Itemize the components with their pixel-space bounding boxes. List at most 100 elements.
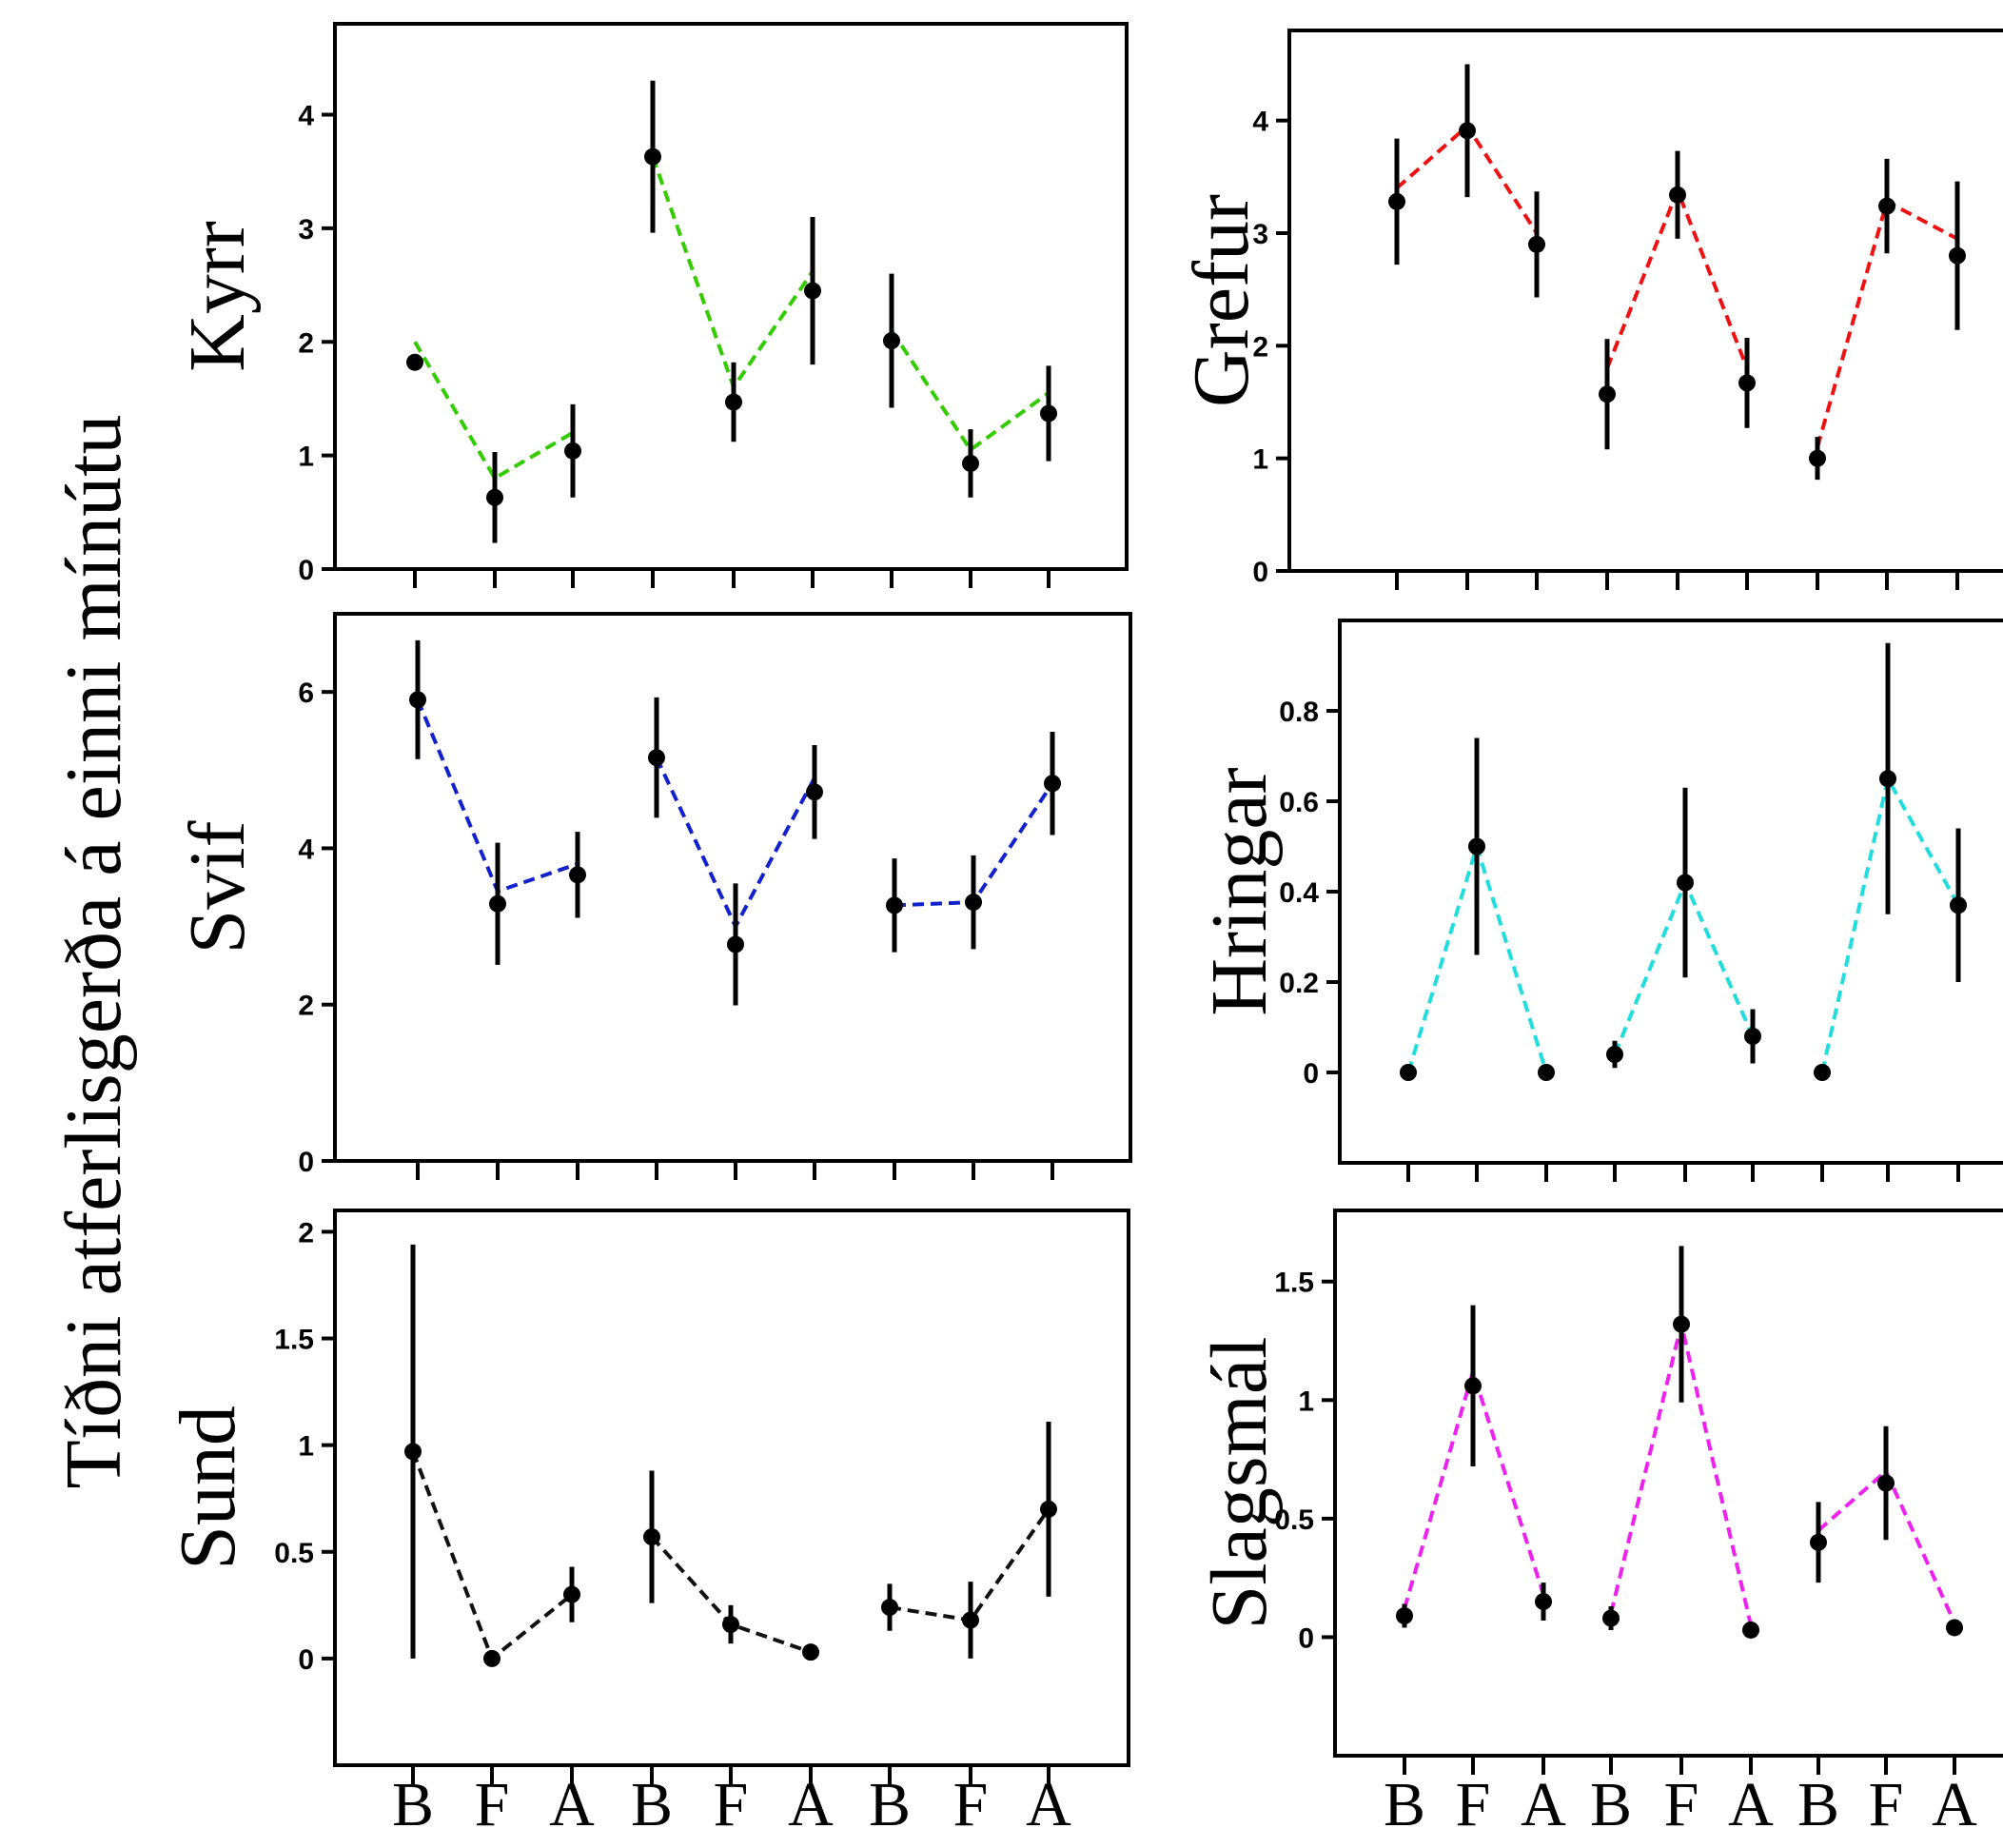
data-point — [1468, 837, 1485, 855]
y-tick-label: 4 — [298, 101, 314, 132]
series-line — [890, 329, 1051, 453]
data-point — [1673, 1315, 1690, 1333]
data-point — [569, 866, 586, 884]
x-category-label: A — [1932, 1770, 1977, 1839]
y-tick-label: 0 — [298, 555, 314, 586]
y-tick-label: 1.5 — [274, 1325, 314, 1356]
panel-label: Sund — [164, 1406, 252, 1570]
data-point — [1535, 1593, 1552, 1611]
y-tick-label: 0 — [1303, 1058, 1319, 1090]
y-tick-label: 3 — [298, 214, 314, 246]
y-tick-label: 0.2 — [1279, 968, 1319, 999]
panel-label: Slagsmál — [1195, 1337, 1284, 1630]
data-point — [1814, 1064, 1831, 1081]
data-point — [1677, 874, 1694, 892]
x-category-label: A — [1521, 1770, 1566, 1839]
y-tick-label: 0.8 — [1279, 697, 1319, 728]
plot-frame — [333, 612, 1132, 1163]
data-point — [489, 895, 506, 913]
data-point — [486, 488, 503, 506]
x-category-label: F — [953, 1770, 989, 1839]
y-tick-label: 2 — [298, 327, 314, 359]
y-tick-label: 6 — [298, 678, 314, 709]
data-point — [483, 1649, 501, 1667]
panel-label: Grefur — [1177, 194, 1266, 407]
data-point — [886, 896, 903, 914]
data-point — [1599, 385, 1616, 403]
series-line — [1816, 1467, 1956, 1624]
data-point — [1878, 197, 1895, 215]
plot-frame — [1338, 619, 2003, 1165]
panel-label: Svif — [173, 820, 262, 953]
data-point — [806, 783, 823, 801]
y-axis-label: Tíðni atferlisgerða á einni mínútu — [49, 415, 138, 1489]
x-category-label: A — [1026, 1770, 1071, 1839]
data-point — [564, 442, 581, 460]
data-point — [802, 1643, 819, 1661]
data-point — [648, 749, 665, 767]
y-tick-label: 0.6 — [1279, 787, 1319, 818]
data-point — [1040, 1500, 1057, 1518]
plot-frame — [333, 22, 1129, 571]
y-tick-label: 0 — [298, 1644, 314, 1676]
data-point — [725, 393, 742, 411]
y-tick-label: 4 — [298, 834, 314, 865]
panel-svif: 0 2 4 6 Svif — [173, 612, 1132, 1180]
data-point — [1810, 1533, 1827, 1551]
y-tick-label: 3 — [1252, 219, 1268, 250]
y-tick-label: 2 — [298, 1217, 314, 1248]
x-category-label: A — [788, 1770, 834, 1839]
series-line — [1403, 1365, 1545, 1610]
data-point — [563, 1585, 580, 1603]
y-tick-label: 0.5 — [1274, 1504, 1314, 1536]
data-point — [1949, 246, 1966, 265]
x-category-label: F — [475, 1770, 510, 1839]
x-category-label: B — [392, 1770, 434, 1839]
data-point — [804, 282, 821, 300]
data-point — [1744, 1028, 1761, 1045]
data-point — [1669, 186, 1686, 204]
data-point — [1809, 449, 1826, 467]
data-point — [409, 691, 426, 709]
data-point — [965, 894, 982, 912]
y-tick-label: 0 — [298, 1147, 314, 1178]
x-category-label: F — [1456, 1770, 1491, 1839]
data-point — [1877, 1474, 1895, 1492]
data-point — [1879, 770, 1896, 788]
x-category-label: A — [1728, 1770, 1774, 1839]
y-tick-label: 4 — [1252, 107, 1268, 138]
data-point — [406, 353, 423, 371]
plot-frame — [1287, 29, 2003, 573]
x-category-label: B — [1384, 1770, 1425, 1839]
data-point — [1738, 374, 1756, 392]
data-point — [643, 1528, 660, 1546]
panel-kyrr: 0 1 2 3 4 Kyrr — [173, 22, 1129, 588]
data-point — [962, 1611, 979, 1629]
data-point — [1396, 1607, 1413, 1625]
x-category-label: B — [1590, 1770, 1632, 1839]
y-tick-label: 1 — [1298, 1386, 1314, 1417]
data-point — [644, 147, 661, 166]
x-category-label: F — [1869, 1770, 1904, 1839]
data-point — [722, 1616, 739, 1634]
plot-frame — [333, 1209, 1130, 1767]
plot-frame — [1333, 1209, 2003, 1758]
x-category-label: F — [714, 1770, 749, 1839]
y-tick-label: 0.5 — [274, 1538, 314, 1569]
y-tick-label: 0 — [1298, 1622, 1314, 1654]
data-point — [1528, 235, 1545, 253]
data-point — [727, 935, 744, 953]
y-tick-label: 1 — [298, 442, 314, 473]
data-point — [1602, 1609, 1620, 1627]
y-tick-label: 1 — [1252, 444, 1268, 476]
data-point — [962, 454, 979, 472]
x-category-label: F — [1664, 1770, 1699, 1839]
data-point — [883, 332, 900, 350]
y-tick-label: 2 — [298, 991, 314, 1022]
x-category-label: B — [631, 1770, 673, 1839]
data-point — [1950, 896, 1967, 914]
x-category-label: B — [869, 1770, 911, 1839]
data-point — [1040, 404, 1057, 423]
